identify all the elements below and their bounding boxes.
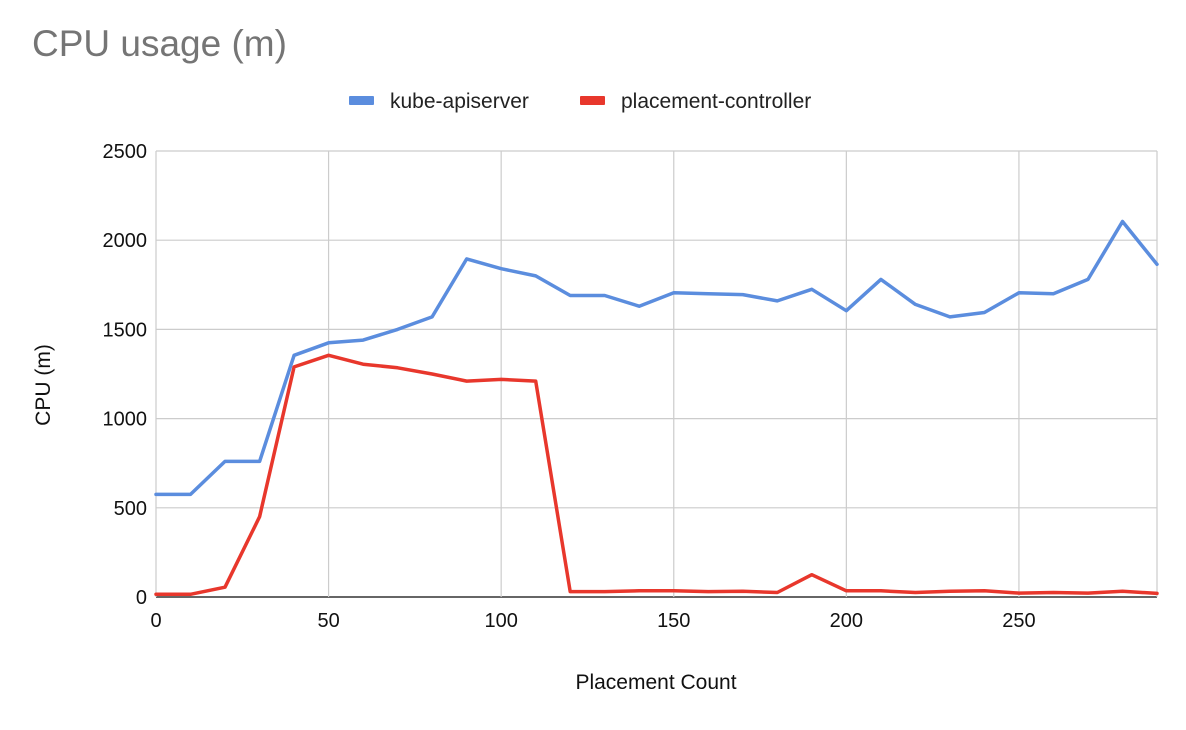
y-tick-label: 0 bbox=[136, 587, 147, 609]
x-gridlines bbox=[155, 151, 1158, 597]
x-tick-label: 50 bbox=[317, 610, 339, 632]
x-axis-title: Placement Count bbox=[575, 671, 736, 694]
legend-swatch-kube-apiserver bbox=[349, 96, 374, 105]
y-axis-ticks: 0 500 1000 1500 2000 2500 bbox=[103, 141, 148, 609]
y-tick-label: 500 bbox=[114, 498, 147, 520]
x-tick-label: 250 bbox=[1002, 610, 1035, 632]
x-tick-label: 150 bbox=[657, 610, 690, 632]
y-gridlines bbox=[156, 150, 1157, 598]
legend-swatch-placement-controller bbox=[580, 96, 605, 105]
y-tick-label: 1000 bbox=[103, 409, 148, 431]
series-lines bbox=[154, 219, 1159, 597]
y-tick-label: 2500 bbox=[103, 141, 148, 163]
y-axis-title: CPU (m) bbox=[32, 344, 55, 426]
x-tick-label: 200 bbox=[830, 610, 863, 632]
x-tick-label: 100 bbox=[484, 610, 517, 632]
series-line-placement-controller bbox=[154, 353, 1159, 597]
series-line-kube-apiserver bbox=[154, 219, 1159, 497]
x-tick-label: 0 bbox=[150, 610, 161, 632]
legend-label: kube-apiserver bbox=[390, 90, 529, 113]
legend-label: placement-controller bbox=[621, 90, 811, 113]
y-tick-label: 1500 bbox=[103, 319, 148, 341]
y-tick-label: 2000 bbox=[103, 230, 148, 252]
legend: kube-apiserver placement-controller bbox=[349, 90, 811, 113]
x-axis-ticks: 0 50 100 150 200 250 bbox=[150, 610, 1035, 632]
chart-title: CPU usage (m) bbox=[32, 23, 287, 64]
